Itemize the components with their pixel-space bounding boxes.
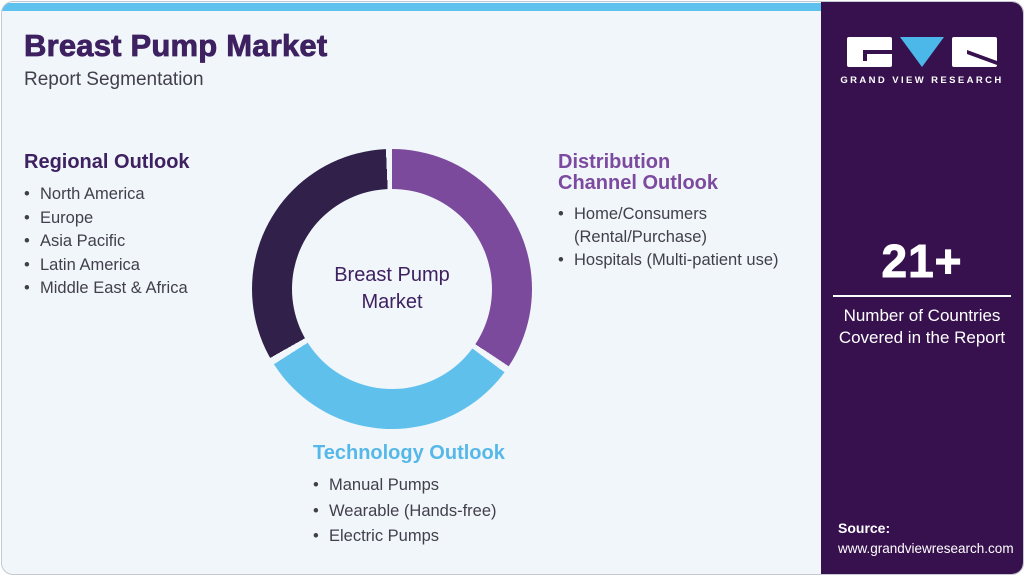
distribution-channel-list: • Home/Consumers (Rental/Purchase) • Hospit… (558, 203, 814, 272)
countries-caption: Number of Countries Covered in the Repor… (838, 306, 1006, 347)
list-item: • Latin America (24, 254, 256, 278)
technology-outlook-list: • Manual Pumps • Wearable (Hands-free) • Elec… (313, 473, 573, 550)
heading-line-2: Channel Outlook (558, 172, 718, 194)
brand-name: GRAND VIEW RESEARCH (840, 75, 1004, 86)
list-item: • Hospitals (Multi-patient use) (558, 249, 814, 272)
list-item: • Asia Pacific (24, 230, 256, 254)
brand-sidebar: GRAND VIEW RESEARCH 21+ Number of Countr… (821, 2, 1023, 574)
heading-line-1: Distribution (558, 151, 671, 173)
technology-outlook-section: Technology Outlook • Manual Pumps • Wearabl… (313, 443, 573, 550)
list-item: • Europe (24, 207, 256, 231)
distribution-channel-heading: Distribution Channel Outlook (558, 152, 814, 194)
header: Breast Pump Market Report Segmentation (24, 28, 328, 91)
page-subtitle: Report Segmentation (24, 69, 204, 90)
list-item: • Middle East & Africa (24, 277, 256, 301)
list-item: • Manual Pumps (313, 473, 573, 499)
bullet-icon: • (313, 476, 319, 494)
stat-divider (833, 295, 1011, 297)
donut-chart: Breast Pump Market (252, 149, 532, 429)
source-block: Source: www.grandviewresearch.com (838, 520, 1014, 556)
bullet-icon: • (24, 185, 30, 203)
page-title: Breast Pump Market (24, 28, 328, 64)
gvr-logo: GRAND VIEW RESEARCH (821, 34, 1023, 86)
bullet-icon: • (24, 255, 30, 274)
bullet-icon: • (24, 208, 30, 227)
technology-outlook-heading: Technology Outlook (313, 442, 505, 464)
list-item: • Wearable (Hands-free) (313, 499, 573, 525)
donut-center-label: Breast Pump Market (334, 264, 450, 313)
regional-outlook-heading: Regional Outlook (24, 151, 190, 173)
list-item: • Home/Consumers (Rental/Purchase) (558, 203, 814, 249)
regional-outlook-section: Regional Outlook • North America • Europe • A… (24, 152, 256, 301)
source-url[interactable]: www.grandviewresearch.com (838, 541, 1014, 556)
list-item: • Electric Pumps (313, 524, 573, 550)
bullet-icon: • (313, 501, 319, 520)
bullet-icon: • (558, 251, 564, 269)
source-label: Source: (838, 520, 891, 536)
gvr-logo-icon (847, 37, 997, 67)
main-area: Breast Pump Market Report Segmentation R… (2, 2, 821, 574)
list-item: • North America (24, 183, 256, 207)
bullet-icon: • (313, 527, 319, 545)
bullet-icon: • (24, 232, 30, 250)
countries-stat: 21+ Number of Countries Covered in the R… (821, 234, 1023, 349)
bullet-icon: • (558, 205, 564, 223)
donut-hole: Breast Pump Market (292, 189, 492, 389)
bullet-icon: • (24, 279, 30, 297)
distribution-channel-section: Distribution Channel Outlook • Home/Consu… (558, 152, 814, 272)
top-accent-bar (2, 3, 821, 11)
countries-count: 21+ (881, 235, 963, 288)
regional-outlook-list: • North America • Europe • Asia Pacific • Latin… (24, 183, 256, 301)
